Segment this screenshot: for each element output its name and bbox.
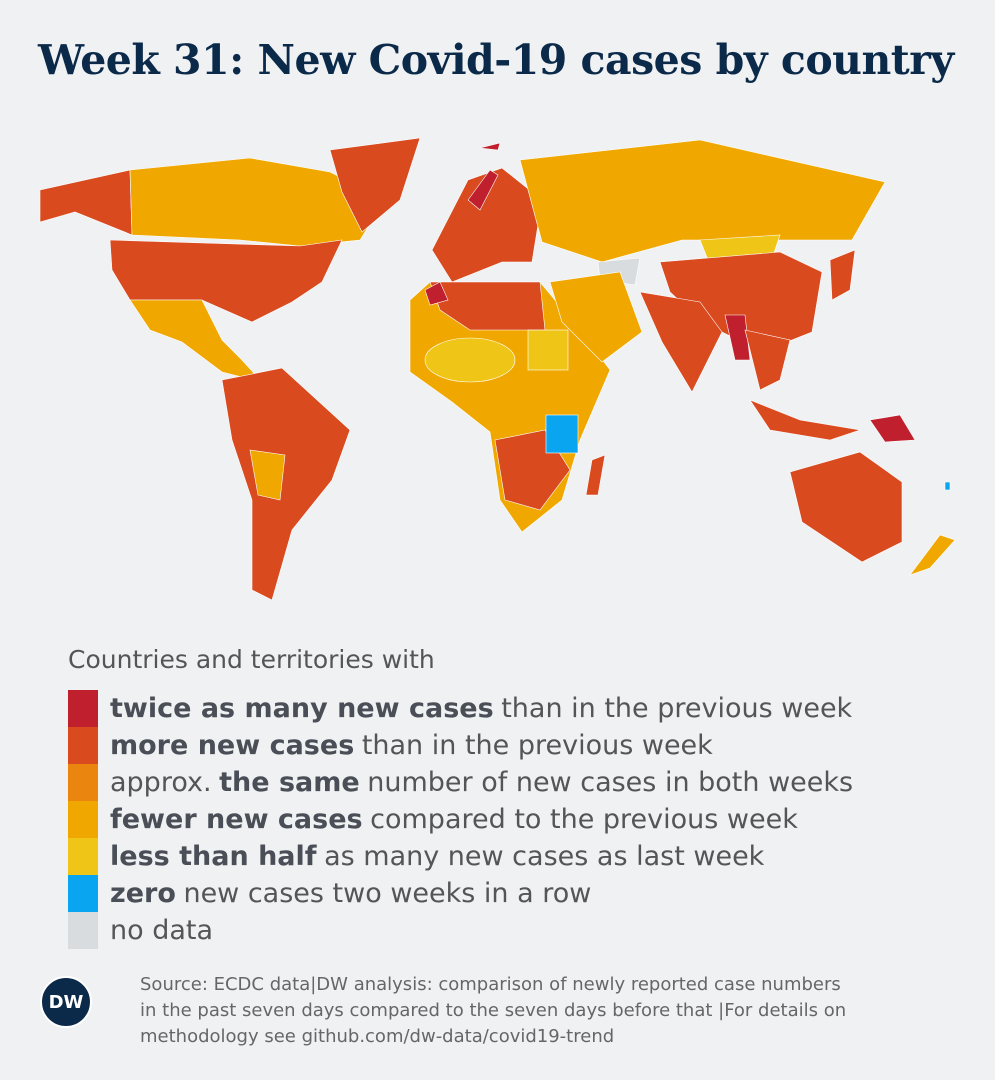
legend-swatch — [68, 912, 98, 949]
region — [429, 281, 546, 331]
legend-item: fewer new cases compared to the previous … — [68, 801, 861, 838]
region — [249, 449, 286, 501]
region — [724, 314, 751, 361]
title: Week 31: New Covid-19 cases by country — [38, 36, 954, 84]
region — [221, 367, 351, 601]
legend-text: compared to the previous week — [370, 804, 798, 835]
legend-text: fewer new cases — [110, 804, 363, 835]
logo: DW — [40, 976, 92, 1028]
world-map — [39, 137, 956, 601]
region — [527, 329, 569, 371]
region — [479, 142, 501, 151]
legend-text: twice as many new cases — [110, 693, 494, 724]
legend-swatch — [68, 690, 98, 727]
region — [545, 414, 579, 454]
region — [585, 454, 606, 496]
legend-text: new cases two weeks in a row — [183, 878, 592, 909]
region — [549, 271, 643, 363]
legend-text: no data — [110, 915, 214, 946]
source-line: Source: ECDC data|DW analysis: compariso… — [140, 974, 841, 995]
legend-swatch — [68, 764, 98, 801]
logo-text: DW — [49, 992, 84, 1013]
legend-item: zero new cases two weeks in a row — [68, 875, 861, 912]
region — [744, 329, 791, 391]
legend-text: number of new cases in both weeks — [367, 767, 854, 798]
region — [909, 534, 956, 576]
region — [789, 451, 903, 563]
source-line: in the past seven days compared to the s… — [140, 1000, 847, 1021]
legend: twice as many new cases than in the previ… — [68, 690, 861, 949]
legend-item: more new cases than in the previous week — [68, 727, 861, 764]
legend-text: the same — [219, 767, 360, 798]
region — [424, 281, 449, 306]
region — [869, 414, 916, 443]
legend-text: less than half — [110, 841, 317, 872]
region — [129, 157, 386, 247]
region — [109, 239, 343, 323]
source: Source: ECDC data|DW analysis: compariso… — [140, 972, 846, 1050]
legend-item: no data — [68, 912, 861, 949]
logo-circle — [40, 976, 92, 1028]
legend-text: more new cases — [110, 730, 355, 761]
legend-text: as many new cases as last week — [324, 841, 765, 872]
legend-text: zero — [110, 878, 176, 909]
region — [431, 167, 543, 283]
region — [329, 137, 421, 233]
region — [519, 139, 886, 263]
legend-swatch — [68, 875, 98, 912]
legend-item: twice as many new cases than in the previ… — [68, 690, 861, 727]
region — [749, 399, 861, 441]
legend-text: approx. — [110, 767, 212, 798]
region — [467, 169, 499, 211]
region — [944, 481, 951, 491]
legend-item: approx. the same number of new cases in bo… — [68, 764, 861, 801]
legend-swatch — [68, 838, 98, 875]
region — [39, 169, 133, 236]
source-line: methodology see github.com/dw-data/covid… — [140, 1026, 615, 1047]
region — [829, 249, 856, 301]
legend-text: than in the previous week — [361, 730, 713, 761]
legend-text: than in the previous week — [501, 693, 853, 724]
legend-swatch — [68, 727, 98, 764]
region — [639, 291, 723, 393]
legend-item: less than half as many new cases as last … — [68, 838, 861, 875]
legend-swatch — [68, 801, 98, 838]
legend-heading: Countries and territories with — [68, 645, 435, 674]
region — [424, 337, 516, 383]
